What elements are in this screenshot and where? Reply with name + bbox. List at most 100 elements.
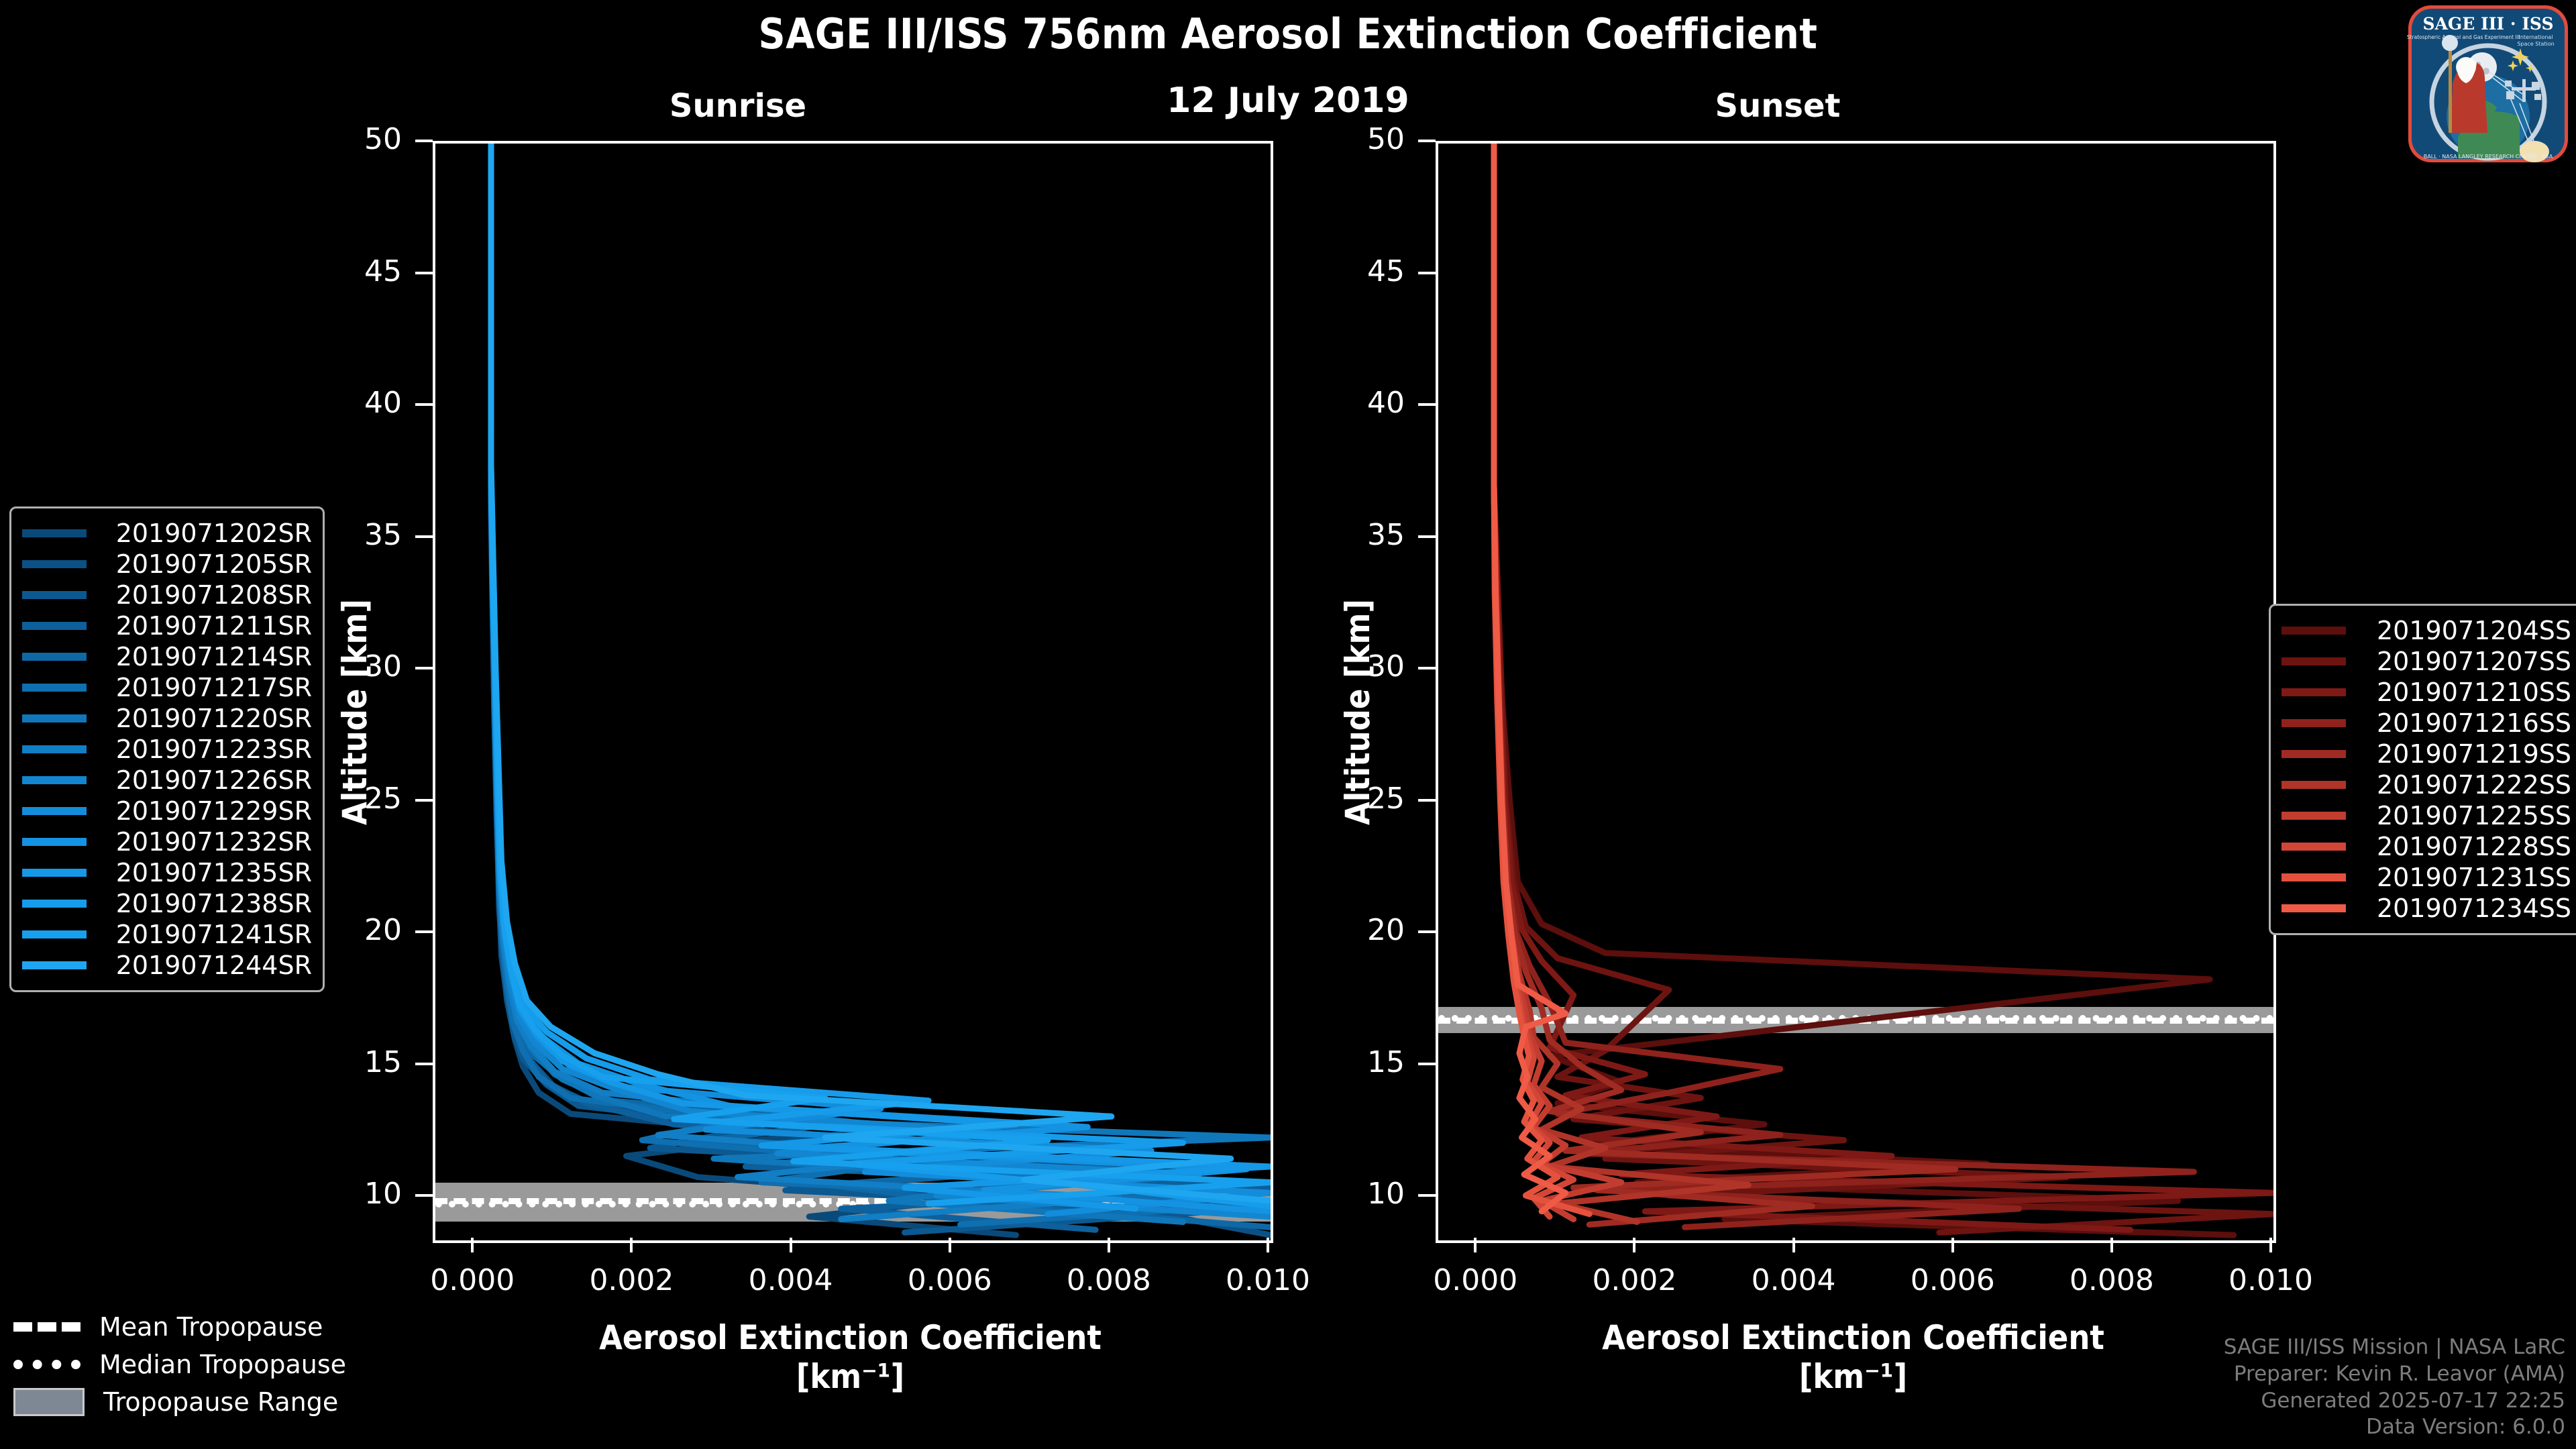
logo-ring-text: BALL · NASA LANGLEY RESEARCH CENTER · ES…	[2424, 154, 2553, 160]
series-color-swatch	[2282, 627, 2346, 635]
legend-label: 2019071216SS	[2376, 708, 2571, 738]
legend-item[interactable]: 2019071219SS	[2282, 739, 2571, 769]
legend-item[interactable]: 2019071216SS	[2282, 708, 2571, 739]
ytick-mark	[1418, 667, 1436, 670]
svg-text:SAGE III · ISS: SAGE III · ISS	[2422, 14, 2553, 34]
sunset-legend[interactable]: 2019071204SS 2019071207SS 2019071210SS 2019…	[2269, 604, 2576, 935]
legend-label: 2019071226SR	[115, 765, 312, 795]
xtick-mark	[630, 1238, 633, 1252]
legend-item[interactable]: 2019071202SR	[22, 518, 312, 549]
legend-label-mean-tropopause: Mean Tropopause	[99, 1312, 323, 1342]
sunset-plot-area	[1436, 141, 2276, 1243]
ytick-mark	[415, 798, 433, 802]
series-color-swatch	[2282, 873, 2346, 881]
ytick-label: 45	[364, 254, 402, 288]
legend-item[interactable]: 2019071208SR	[22, 580, 312, 610]
legend-item[interactable]: 2019071207SS	[2282, 646, 2571, 677]
xtick-mark	[948, 1238, 951, 1252]
sunset-xaxis-title: Aerosol Extinction Coefficient [km⁻¹]	[1436, 1318, 2271, 1396]
xtick-mark	[471, 1238, 474, 1252]
sunrise-xaxis-title-line2: [km⁻¹]	[796, 1357, 905, 1396]
legend-item[interactable]: 2019071223SR	[22, 734, 312, 765]
ytick-mark	[415, 930, 433, 934]
legend-label: 2019071208SR	[115, 580, 312, 610]
xtick-label: 0.010	[2229, 1263, 2313, 1297]
legend-item[interactable]: 2019071229SR	[22, 796, 312, 826]
series-color-swatch	[22, 529, 87, 537]
ytick-label: 50	[1367, 122, 1405, 156]
legend-label: 2019071205SR	[115, 549, 312, 579]
legend-label: 2019071222SS	[2376, 770, 2571, 800]
legend-item[interactable]: 2019071234SS	[2282, 893, 2571, 924]
legend-label-median-tropopause: Median Tropopause	[99, 1350, 346, 1379]
ytick-label: 10	[364, 1177, 402, 1212]
legend-item[interactable]: 2019071232SR	[22, 826, 312, 857]
ytick-mark	[415, 403, 433, 407]
legend-item[interactable]: 2019071226SR	[22, 765, 312, 796]
svg-text:Stratospheric Aerosol and Gas: Stratospheric Aerosol and Gas Experiment…	[2407, 34, 2520, 40]
sunset-series-curves	[1438, 144, 2273, 1240]
legend-item[interactable]: 2019071231SS	[2282, 862, 2571, 893]
xtick-mark	[1107, 1238, 1110, 1252]
series-color-swatch	[2282, 812, 2346, 820]
xtick-mark	[1951, 1238, 1954, 1252]
ytick-mark	[415, 1062, 433, 1065]
series-color-swatch	[22, 776, 87, 784]
legend-item[interactable]: 2019071205SR	[22, 549, 312, 580]
legend-item[interactable]: 2019071210SS	[2282, 677, 2571, 708]
legend-item[interactable]: 2019071241SR	[22, 919, 312, 950]
ytick-label: 35	[1367, 517, 1405, 552]
page-title: SAGE III/ISS 756nm Aerosol Extinction Co…	[758, 9, 1818, 58]
ytick-mark	[415, 271, 433, 274]
ytick-mark	[415, 1194, 433, 1197]
legend-item[interactable]: 2019071214SR	[22, 641, 312, 672]
xtick-label: 0.004	[748, 1263, 833, 1297]
ytick-mark	[1418, 930, 1436, 934]
legend-item[interactable]: 2019071244SR	[22, 950, 312, 981]
legend-item[interactable]: 2019071235SR	[22, 857, 312, 888]
xtick-label: 0.006	[1910, 1263, 1995, 1297]
panel-title-sunrise: Sunrise	[669, 87, 807, 125]
svg-text:Space Station: Space Station	[2517, 41, 2554, 47]
ytick-label: 40	[1367, 386, 1405, 421]
series-color-swatch	[22, 684, 87, 692]
ytick-label: 35	[364, 517, 402, 552]
legend-label: 2019071231SS	[2376, 863, 2571, 892]
ytick-mark	[1418, 1062, 1436, 1065]
legend-item[interactable]: 2019071225SS	[2282, 800, 2571, 831]
ytick-mark	[1418, 535, 1436, 538]
ytick-label: 45	[1367, 254, 1405, 288]
sunrise-series-curves	[435, 144, 1271, 1240]
series-color-swatch	[2282, 904, 2346, 912]
legend-label: 2019071232SR	[115, 827, 312, 857]
series-color-swatch	[2282, 719, 2346, 727]
credits-block: SAGE III/ISS Mission | NASA LaRC Prepare…	[2224, 1334, 2565, 1441]
series-color-swatch	[2282, 750, 2346, 758]
sunset-yaxis-title: Altitude [km]	[1338, 599, 1377, 825]
xtick-mark	[2269, 1238, 2272, 1252]
legend-item[interactable]: 2019071217SR	[22, 672, 312, 703]
tropopause-legend: Mean Tropopause Median Tropopause Tropop…	[13, 1308, 346, 1421]
legend-label: 2019071228SS	[2376, 832, 2571, 861]
legend-item[interactable]: 2019071220SR	[22, 703, 312, 734]
legend-item[interactable]: 2019071211SR	[22, 610, 312, 641]
panel-title-sunset: Sunset	[1715, 87, 1841, 125]
sunrise-yaxis-title: Altitude [km]	[335, 599, 374, 825]
legend-item[interactable]: 2019071238SR	[22, 888, 312, 919]
series-color-swatch	[22, 591, 87, 599]
legend-label: 2019071210SS	[2376, 678, 2571, 707]
sunrise-legend[interactable]: 2019071202SR 2019071205SR 2019071208SR 2019…	[9, 506, 325, 992]
xtick-label: 0.008	[1066, 1263, 1151, 1297]
sunrise-xaxis-title-line1: Aerosol Extinction Coefficient	[599, 1318, 1102, 1357]
series-color-swatch	[2282, 781, 2346, 789]
legend-item[interactable]: 2019071222SS	[2282, 769, 2571, 800]
legend-item[interactable]: 2019071204SS	[2282, 615, 2571, 646]
legend-item[interactable]: 2019071228SS	[2282, 831, 2571, 862]
legend-label: 2019071238SR	[115, 889, 312, 918]
ytick-mark	[1418, 140, 1436, 142]
page-subtitle: 12 July 2019	[1167, 80, 1409, 121]
gray-band-icon	[13, 1388, 85, 1416]
series-color-swatch	[22, 622, 87, 630]
xtick-mark	[1474, 1238, 1477, 1252]
legend-label: 2019071202SR	[115, 519, 312, 548]
